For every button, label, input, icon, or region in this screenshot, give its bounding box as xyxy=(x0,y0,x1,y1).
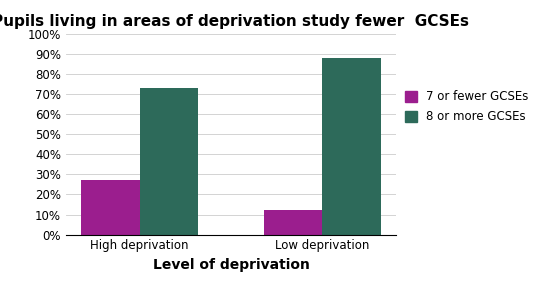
Bar xyxy=(81,180,140,235)
Bar xyxy=(322,58,381,235)
X-axis label: Level of deprivation: Level of deprivation xyxy=(152,258,310,272)
Legend: 7 or fewer GCSEs, 8 or more GCSEs: 7 or fewer GCSEs, 8 or more GCSEs xyxy=(405,90,529,123)
Bar xyxy=(264,210,322,235)
Bar xyxy=(140,88,198,235)
Title: Pupils living in areas of deprivation study fewer  GCSEs: Pupils living in areas of deprivation st… xyxy=(0,14,470,29)
